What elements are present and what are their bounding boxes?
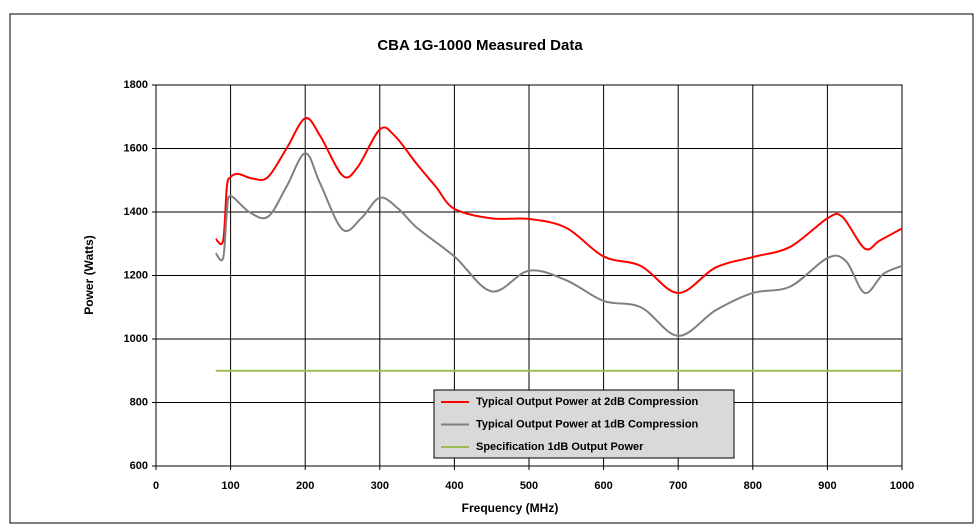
y-tick-label: 1800: [124, 79, 148, 91]
y-tick-label: 1000: [124, 333, 148, 345]
legend-label: Specification 1dB Output Power: [476, 441, 644, 453]
legend-label: Typical Output Power at 1dB Compression: [476, 418, 699, 430]
legend-box: [433, 389, 735, 459]
y-tick-label: 1600: [124, 142, 148, 154]
data-line: [215, 117, 903, 294]
y-tick-label: 600: [130, 460, 148, 472]
x-tick-label: 600: [594, 480, 612, 492]
x-tick-label: 700: [669, 480, 687, 492]
y-axis-label: Power (Watts): [82, 235, 96, 315]
y-tick-label: 800: [130, 396, 148, 408]
y-tick-label: 1400: [124, 206, 148, 218]
y-tick-label: 1200: [124, 269, 148, 281]
x-tick-label: 800: [744, 480, 762, 492]
legend-label: Typical Output Power at 2dB Compression: [476, 396, 699, 408]
x-axis-label: Frequency (MHz): [462, 501, 559, 515]
x-tick-label: 300: [371, 480, 389, 492]
x-tick-label: 0: [153, 480, 159, 492]
x-tick-label: 100: [221, 480, 239, 492]
legend: Typical Output Power at 2dB Compression T…: [433, 389, 735, 459]
plot-lines: [214, 117, 903, 372]
x-tick-label: 500: [520, 480, 538, 492]
data-line: [214, 152, 903, 337]
x-tick-label: 900: [818, 480, 836, 492]
x-tick-label: 200: [296, 480, 314, 492]
x-tick-label: 1000: [890, 480, 914, 492]
x-tick-label: 400: [445, 480, 463, 492]
chart-title: CBA 1G-1000 Measured Data: [377, 37, 583, 54]
